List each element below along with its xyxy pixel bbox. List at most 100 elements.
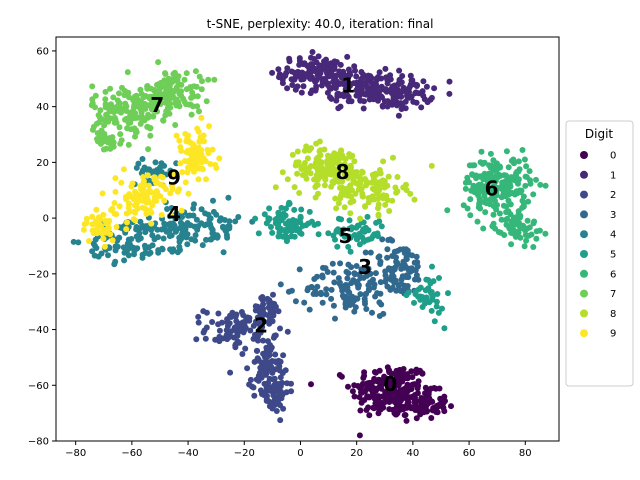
cluster-label-5: 5 — [338, 224, 352, 248]
data-point — [372, 270, 379, 277]
series-7-points — [88, 59, 218, 153]
data-point — [389, 253, 396, 259]
legend-box — [565, 120, 634, 387]
x-tick-label: −40 — [178, 448, 199, 459]
data-point — [185, 190, 192, 197]
data-point — [170, 88, 177, 95]
data-point — [158, 169, 165, 175]
data-point — [372, 387, 379, 394]
data-point — [251, 392, 258, 399]
data-point — [130, 95, 137, 102]
data-point — [306, 147, 313, 154]
data-point — [335, 275, 342, 282]
legend: Digit 0 1 2 3 4 5 6 7 8 9 — [565, 120, 634, 387]
data-point — [201, 138, 207, 145]
data-point — [331, 279, 338, 286]
data-point — [126, 241, 133, 248]
data-point — [301, 60, 308, 67]
y-tick-label: −80 — [28, 437, 49, 448]
data-point — [172, 228, 179, 235]
data-point — [263, 395, 270, 402]
data-point — [413, 272, 420, 279]
data-point — [184, 169, 191, 176]
data-point — [139, 204, 146, 211]
data-point — [365, 76, 372, 83]
data-point — [239, 351, 246, 357]
data-point — [112, 243, 119, 250]
data-point — [292, 86, 299, 93]
data-point — [223, 327, 230, 334]
data-point — [352, 172, 359, 178]
data-point — [225, 194, 232, 201]
data-point — [507, 225, 514, 232]
data-point — [102, 88, 109, 95]
data-point — [364, 226, 371, 233]
data-point — [157, 91, 164, 98]
data-point — [264, 354, 271, 361]
data-point — [192, 237, 199, 244]
cluster-label-0: 0 — [383, 372, 397, 396]
data-point — [322, 77, 329, 84]
data-point — [344, 53, 351, 60]
data-point — [446, 90, 453, 97]
data-point — [211, 76, 218, 83]
data-point — [395, 282, 402, 289]
data-point — [190, 205, 197, 212]
data-point — [496, 210, 503, 217]
data-point — [418, 403, 425, 409]
data-point — [203, 221, 210, 228]
data-point — [345, 66, 352, 73]
data-point — [360, 193, 366, 200]
data-point — [530, 244, 537, 250]
data-point — [477, 159, 484, 166]
data-point — [323, 286, 330, 293]
data-point — [480, 225, 487, 232]
data-point — [371, 375, 378, 382]
cluster-label-2: 2 — [254, 313, 268, 337]
data-point — [467, 212, 474, 219]
data-point — [445, 290, 451, 297]
data-point — [280, 214, 287, 221]
data-point — [154, 189, 161, 196]
data-point — [351, 270, 358, 277]
legend-label-3: 3 — [610, 210, 616, 221]
y-tick-label: 40 — [36, 102, 49, 113]
data-point — [158, 212, 165, 218]
data-point — [297, 73, 304, 80]
data-point — [345, 243, 352, 250]
data-point — [219, 319, 225, 326]
data-point — [405, 399, 412, 406]
data-point — [88, 102, 95, 109]
data-point — [173, 132, 180, 139]
data-point — [194, 103, 201, 110]
data-point — [197, 134, 204, 141]
data-point — [138, 99, 145, 105]
data-point — [516, 220, 523, 227]
data-point — [277, 325, 283, 332]
data-point — [320, 264, 326, 271]
data-point — [275, 66, 282, 73]
data-point — [385, 394, 392, 401]
data-point — [415, 378, 422, 385]
data-point — [203, 176, 209, 183]
data-point — [231, 334, 237, 341]
data-point — [537, 181, 544, 188]
data-point — [324, 89, 331, 96]
data-point — [284, 65, 291, 72]
data-point — [419, 88, 426, 95]
data-point — [530, 191, 537, 198]
data-point — [112, 258, 119, 265]
data-point — [138, 91, 145, 97]
data-point — [308, 381, 314, 388]
data-point — [107, 145, 114, 152]
data-point — [272, 358, 279, 365]
data-point — [185, 138, 192, 144]
data-point — [412, 288, 419, 295]
data-point — [343, 268, 350, 275]
data-point — [111, 200, 118, 206]
data-point — [225, 223, 232, 230]
data-point — [385, 368, 392, 374]
data-point — [319, 272, 326, 279]
data-point — [326, 166, 333, 173]
data-point — [393, 287, 400, 294]
